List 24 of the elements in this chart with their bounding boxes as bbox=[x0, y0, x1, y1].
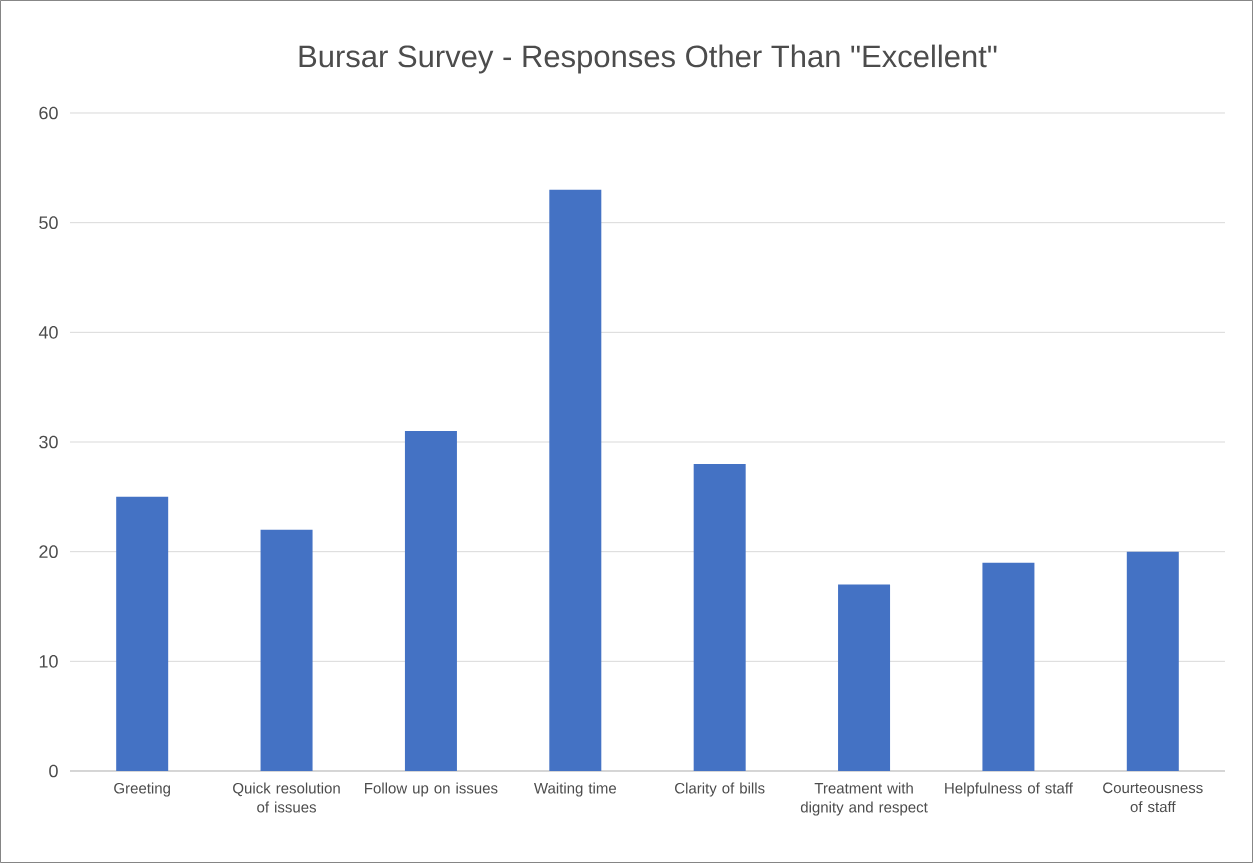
bar bbox=[1126, 551, 1179, 771]
x-tick-label: Courteousness of staff bbox=[1103, 782, 1203, 813]
x-tick-label: Clarity of bills bbox=[675, 782, 765, 797]
bar bbox=[982, 562, 1035, 771]
y-tick-label: 40 bbox=[38, 325, 58, 339]
y-tick-label: 60 bbox=[39, 106, 58, 120]
bar bbox=[549, 189, 602, 771]
x-tick-label: Greeting bbox=[114, 782, 170, 797]
y-tick-label: 30 bbox=[39, 435, 58, 449]
bar bbox=[693, 463, 746, 771]
x-tick-label: Follow up on issues bbox=[365, 782, 498, 797]
x-tick-label: Treatment with dignity and respect bbox=[800, 782, 928, 816]
bar bbox=[404, 431, 457, 771]
y-tick-label: 10 bbox=[39, 654, 58, 668]
chart-title: Bursar Survey - Responses Other Than "Excellent" bbox=[299, 44, 997, 74]
x-tick-label: Waiting time bbox=[533, 782, 617, 797]
x-tick-label: Quick resolution of issues bbox=[233, 782, 340, 813]
bar bbox=[838, 584, 891, 771]
bar bbox=[116, 496, 169, 771]
y-tick-label: 20 bbox=[39, 545, 58, 559]
x-tick-label: Helpfulness of staff bbox=[945, 782, 1073, 797]
bar bbox=[260, 529, 313, 771]
y-tick-label: 50 bbox=[39, 216, 58, 230]
y-tick-label: 0 bbox=[49, 764, 58, 778]
